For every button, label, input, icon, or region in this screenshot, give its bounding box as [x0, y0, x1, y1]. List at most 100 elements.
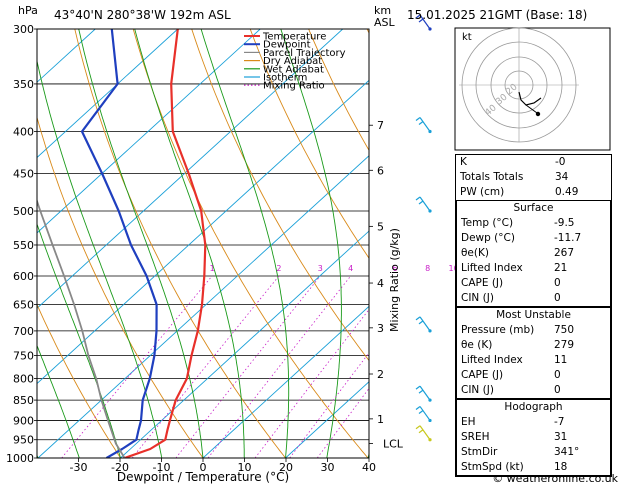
most-unstable-section: Most Unstable Pressure (mb) 750 θe (K) 279 L… [456, 307, 611, 399]
altitude-axis: 7 6 5 4 3 2 1 LCL [369, 119, 404, 450]
wet-adiabat [37, 344, 80, 458]
wind-barb-flag [415, 117, 421, 121]
mixing-ratio-label: 10 [449, 264, 459, 273]
axes: 3003504004505005506006507007508008509009… [6, 23, 376, 474]
wind-barb-base [428, 438, 432, 442]
dry-adiabat [191, 29, 369, 362]
altitude-tick-label: 3 [377, 322, 384, 335]
isotherm [202, 305, 369, 458]
profiles [37, 29, 207, 458]
surface-value: -11.7 [554, 232, 582, 244]
wind-barb-flag [418, 320, 424, 325]
most-unstable-row: CAPE (J) 0 [457, 368, 610, 383]
altitude-tick-label: 7 [377, 119, 384, 132]
hodograph-title: Hodograph [504, 401, 563, 413]
indices-table: K -0 Totals Totals 34 PW (cm) 0.49 Surface … [455, 154, 612, 477]
temperature-tick-label: 0 [200, 461, 207, 474]
km-label: km [374, 4, 391, 17]
wet-adiabat [200, 29, 290, 458]
most-unstable-label: θe (K) [461, 339, 493, 351]
surface-value: 267 [554, 247, 575, 259]
hodograph-label: StmSpd (kt) [461, 461, 524, 473]
hodograph-value: 31 [554, 431, 568, 443]
hodograph-value: 341° [554, 446, 580, 458]
hodograph-label: EH [461, 416, 476, 428]
surface-row: Lifted Index 21 [457, 261, 610, 276]
mixing-ratio-label: 8 [425, 264, 430, 273]
wet-adiabat [78, 29, 204, 458]
plot-frame [36, 28, 370, 459]
hpa-label: hPa [18, 4, 38, 17]
surface-title: Surface [513, 202, 554, 214]
temperature-tick-label: 30 [321, 461, 335, 474]
wind-barb-base [428, 27, 432, 31]
surface-row: Temp (°C) -9.5 [457, 216, 610, 231]
mixing-ratio-line [207, 275, 352, 458]
surface-value: 0 [554, 292, 561, 304]
most-unstable-row: θe (K) 279 [457, 338, 610, 353]
hodograph-row: SREH 31 [457, 430, 610, 445]
surface-label: Dewp (°C) [461, 232, 515, 244]
mixing-ratio-label: 2 [276, 264, 281, 273]
temperature-tick-label: 20 [279, 461, 293, 474]
most-unstable-row: Pressure (mb) 750 [457, 323, 610, 338]
legend-label: Isotherm [263, 73, 307, 84]
totals-totals-row: Totals Totals 34 [460, 171, 569, 183]
mixing-ratio-line [289, 352, 369, 458]
pressure-tick-label: 300 [13, 23, 34, 36]
mixing-ratio-label: 1 [210, 264, 215, 273]
altitude-tick-label: 6 [377, 164, 384, 177]
isotherm [37, 155, 369, 458]
surface-section: Surface Temp (°C) -9.5 Dewp (°C) -11.7 θe(K)… [456, 200, 611, 307]
surface-label: θe(K) [461, 247, 489, 259]
temperature-tick-label: -10 [153, 461, 171, 474]
pressure-tick-label: 350 [13, 78, 34, 91]
wind-barb [419, 14, 431, 30]
most-unstable-value: 0 [554, 369, 561, 381]
most-unstable-value: 750 [554, 324, 575, 336]
k-index-row: K -0 [460, 156, 566, 168]
isotherm [120, 230, 369, 458]
legend-label: Dewpoint [263, 40, 311, 51]
legend-label: Wet Adiabat [263, 64, 324, 75]
hodograph-ring-label: 40 [484, 103, 499, 118]
pressure-tick-label: 550 [13, 239, 34, 252]
pressure-tick-label: 800 [13, 372, 34, 385]
dry-adiabat [132, 29, 369, 458]
wet-adiabat [37, 222, 121, 458]
wet-adiabat [280, 29, 342, 458]
wind-barb-flag [415, 385, 421, 390]
hodograph-frame [454, 27, 611, 151]
dry-adiabat [74, 29, 286, 458]
mixing-ratio-label: 6 [393, 264, 398, 273]
parcel-trajectory-profile [37, 198, 126, 458]
altitude-tick-label: 1 [377, 413, 384, 426]
surface-value: 0 [554, 277, 561, 289]
legend-label: Parcel Trajectory [263, 48, 346, 59]
isotherm [37, 29, 261, 234]
most-unstable-label: Lifted Index [461, 354, 523, 366]
pressure-tick-label: 850 [13, 394, 34, 407]
most-unstable-row: Lifted Index 11 [457, 353, 610, 368]
wind-barb-base [428, 329, 432, 333]
wind-barb [419, 117, 431, 132]
wind-barb [419, 406, 431, 421]
most-unstable-value: 279 [554, 339, 575, 351]
wind-barb-flag [415, 405, 421, 410]
wind-barb-flag [415, 14, 421, 19]
pressure-tick-label: 500 [13, 205, 34, 218]
pressure-tick-label: 750 [13, 349, 34, 362]
wind-barb-flag [415, 196, 421, 201]
surface-label: CIN (J) [461, 292, 494, 304]
surface-value: -9.5 [554, 217, 575, 229]
hodograph-kt-label: kt [462, 32, 472, 43]
pressure-tick-label: 1000 [6, 452, 34, 465]
dry-adiabat [308, 29, 369, 152]
legend-label: Dry Adiabat [263, 56, 322, 67]
surface-value: 21 [554, 262, 568, 274]
pressure-tick-label: 950 [13, 434, 34, 447]
surface-row: CIN (J) 0 [457, 291, 610, 306]
storm-motion-line [525, 104, 538, 114]
